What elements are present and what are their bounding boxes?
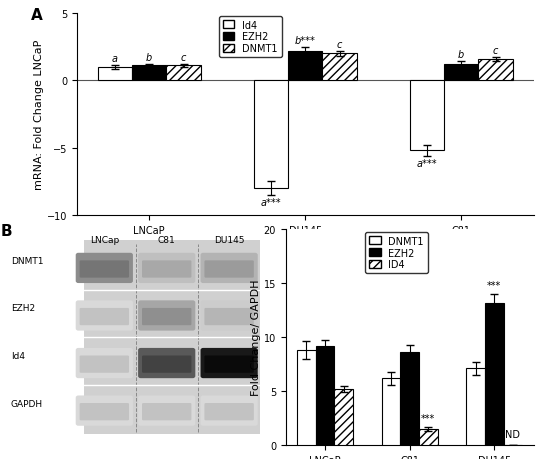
Text: A: A [31, 8, 43, 22]
FancyBboxPatch shape [205, 308, 254, 325]
Text: Id4: Id4 [10, 351, 25, 360]
Text: B: B [1, 223, 12, 238]
Bar [382, 378, 400, 445]
Bar [478, 60, 513, 81]
Bar [167, 66, 201, 81]
Bar [288, 51, 322, 81]
Bar [444, 65, 478, 81]
Y-axis label: Fold Change/ GAPDH: Fold Change/ GAPDH [251, 279, 261, 396]
FancyBboxPatch shape [76, 348, 133, 378]
Bar [419, 429, 438, 445]
FancyBboxPatch shape [201, 253, 258, 283]
Text: a***: a*** [417, 158, 437, 168]
Bar [297, 350, 316, 445]
Bar [316, 346, 334, 445]
FancyBboxPatch shape [142, 261, 191, 278]
FancyBboxPatch shape [76, 301, 133, 331]
Bar [132, 66, 167, 81]
Text: b: b [146, 53, 152, 62]
Text: C81: C81 [158, 236, 175, 245]
Legend: Id4, EZH2, DNMT1: Id4, EZH2, DNMT1 [219, 17, 282, 58]
FancyBboxPatch shape [201, 348, 258, 378]
Bar [400, 353, 419, 445]
Text: b***: b*** [295, 36, 316, 46]
FancyBboxPatch shape [201, 396, 258, 426]
FancyBboxPatch shape [80, 356, 129, 373]
FancyBboxPatch shape [80, 261, 129, 278]
FancyBboxPatch shape [138, 396, 195, 426]
FancyBboxPatch shape [138, 301, 195, 331]
FancyBboxPatch shape [84, 240, 260, 434]
FancyBboxPatch shape [205, 356, 254, 373]
FancyBboxPatch shape [80, 308, 129, 325]
Text: b: b [458, 50, 464, 60]
Text: c: c [181, 53, 186, 63]
Text: DNMT1: DNMT1 [10, 256, 43, 265]
Bar [322, 54, 357, 81]
FancyBboxPatch shape [138, 253, 195, 283]
Text: LNCap: LNCap [90, 236, 119, 245]
Bar [466, 369, 485, 445]
Text: ***: *** [487, 280, 502, 290]
Text: ***: *** [421, 413, 436, 423]
Legend: DNMT1, EZH2, ID4: DNMT1, EZH2, ID4 [365, 232, 428, 274]
FancyBboxPatch shape [80, 403, 129, 420]
FancyBboxPatch shape [76, 396, 133, 426]
Text: EZH2: EZH2 [10, 304, 35, 313]
FancyBboxPatch shape [138, 348, 195, 378]
Text: a: a [112, 54, 118, 64]
Text: ND: ND [505, 429, 520, 439]
FancyBboxPatch shape [205, 403, 254, 420]
FancyBboxPatch shape [76, 253, 133, 283]
Text: c: c [337, 39, 342, 50]
Bar [485, 303, 504, 445]
Bar [410, 81, 444, 151]
FancyBboxPatch shape [205, 261, 254, 278]
Text: GAPDH: GAPDH [10, 399, 43, 408]
FancyBboxPatch shape [142, 308, 191, 325]
FancyBboxPatch shape [142, 356, 191, 373]
Bar [254, 81, 288, 189]
FancyBboxPatch shape [201, 301, 258, 331]
Text: DU145: DU145 [214, 236, 244, 245]
FancyBboxPatch shape [142, 403, 191, 420]
Bar [334, 389, 353, 445]
Bar [98, 67, 132, 81]
Text: c: c [493, 45, 498, 56]
Text: a***: a*** [261, 197, 281, 207]
Y-axis label: mRNA: Fold Change LNCaP: mRNA: Fold Change LNCaP [34, 40, 44, 190]
